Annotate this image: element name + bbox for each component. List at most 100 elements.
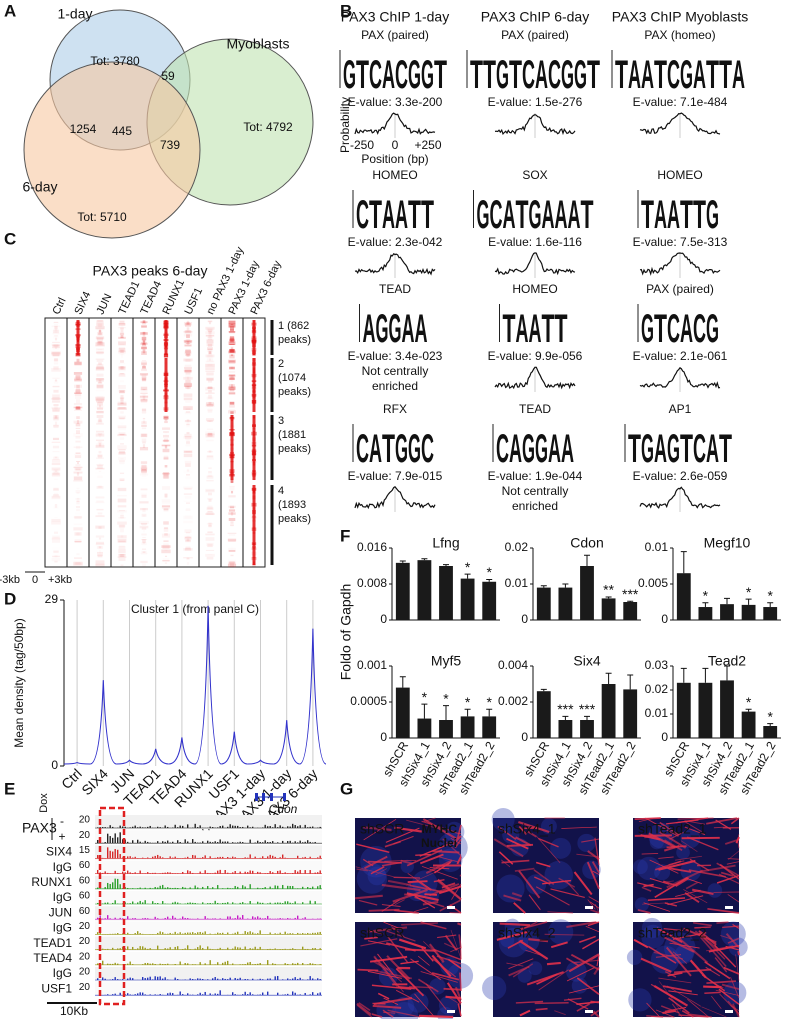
chart-title: Six4 — [573, 653, 600, 669]
heatmap-signal — [54, 421, 58, 425]
myotube — [684, 820, 702, 833]
heatmap-signal — [228, 374, 236, 377]
track-signal — [202, 902, 204, 904]
y-tick-label: 0 — [661, 730, 668, 744]
heatmap-signal — [228, 562, 236, 565]
logo-letter: A — [382, 53, 395, 97]
logo-letter: T — [641, 193, 654, 237]
track-signal — [132, 888, 134, 889]
track-signal — [294, 841, 296, 844]
bar — [763, 726, 778, 738]
myotube — [425, 859, 453, 875]
track-signal — [194, 902, 196, 904]
profile — [354, 112, 436, 135]
heatmap-signal — [230, 563, 234, 568]
heatmap-signal — [76, 359, 80, 362]
track-signal — [292, 948, 294, 950]
track-signal — [204, 963, 206, 965]
logo-letter: C — [496, 427, 509, 471]
heatmap-signal — [163, 416, 169, 420]
myotube — [701, 1006, 727, 1018]
track-signal — [287, 963, 289, 965]
myotube — [356, 843, 390, 853]
myotube — [680, 840, 698, 852]
logo-letter: G — [529, 193, 542, 237]
heatmap-signal — [76, 500, 80, 505]
track-signal — [274, 856, 276, 859]
density-peak — [299, 628, 327, 765]
myotube — [566, 967, 595, 982]
bar — [601, 684, 616, 738]
heatmap-signal — [207, 338, 213, 341]
track-signal — [252, 978, 254, 980]
track-signal — [217, 948, 219, 950]
track-signal — [262, 918, 264, 920]
heatmap-signal — [207, 348, 213, 351]
track-signal — [179, 918, 181, 920]
significance: * — [746, 694, 752, 710]
track-signal — [287, 978, 289, 980]
motif-name: TEAD — [379, 282, 411, 296]
heatmap-signal — [98, 546, 102, 548]
heatmap-signal — [118, 416, 126, 417]
heatmap-signal — [229, 331, 235, 334]
myotube — [671, 1003, 683, 1018]
image-label: shSix4_1 — [498, 821, 556, 837]
myotube — [667, 972, 683, 977]
track-signal — [179, 932, 181, 935]
column-title: PAX3 ChIP 1-day — [341, 9, 449, 25]
panel-letter: G — [340, 779, 353, 798]
heatmap-signal — [52, 547, 59, 551]
track-signal — [147, 977, 149, 980]
error-bar — [399, 560, 406, 563]
heatmap-signal — [142, 331, 146, 335]
track-signal — [254, 856, 256, 859]
myotube — [567, 998, 589, 1010]
heatmap-signal — [206, 455, 214, 458]
heatmap-signal — [208, 330, 212, 333]
heatmap-signal — [53, 424, 59, 429]
track-signal — [187, 870, 189, 874]
heatmap-signal — [97, 432, 103, 436]
track-signal — [199, 945, 201, 950]
track-signal — [237, 978, 239, 980]
bar — [439, 720, 453, 738]
logo-letter: A — [415, 307, 428, 351]
myotube — [669, 942, 700, 949]
heatmap-signal — [75, 498, 81, 499]
track-signal — [254, 842, 256, 844]
heatmap-signal — [185, 536, 191, 539]
track-signal — [244, 871, 246, 874]
heatmap-signal — [97, 408, 103, 410]
track-signal — [167, 993, 169, 996]
track-signal — [127, 841, 129, 844]
logo-letter: C — [548, 53, 561, 97]
track-signal — [97, 902, 99, 904]
micrograph — [491, 807, 601, 914]
heatmap-signal — [52, 351, 60, 356]
track-signal — [97, 917, 99, 920]
track-signal — [112, 882, 114, 889]
myotube — [568, 985, 600, 994]
track-signal — [172, 902, 174, 904]
myotube — [421, 866, 458, 880]
myotube — [356, 868, 368, 872]
track-signal — [129, 994, 131, 996]
track-signal — [169, 872, 171, 874]
track-signal — [182, 825, 184, 828]
heatmap-signal — [185, 502, 191, 504]
heatmap-signal — [117, 535, 127, 539]
heatmap-signal — [54, 560, 58, 563]
heatmap-signal — [51, 351, 61, 354]
track-signal — [142, 918, 144, 920]
logo-letter: A — [732, 53, 745, 97]
track-signal — [134, 933, 136, 935]
scale-label: 0 — [32, 574, 38, 586]
track-signal — [112, 837, 114, 844]
track-signal — [314, 932, 316, 935]
track-signal — [112, 963, 114, 965]
track-signal — [294, 825, 296, 828]
heatmap-signal — [51, 538, 61, 540]
track-signal — [169, 887, 171, 889]
track-signal — [139, 900, 141, 904]
